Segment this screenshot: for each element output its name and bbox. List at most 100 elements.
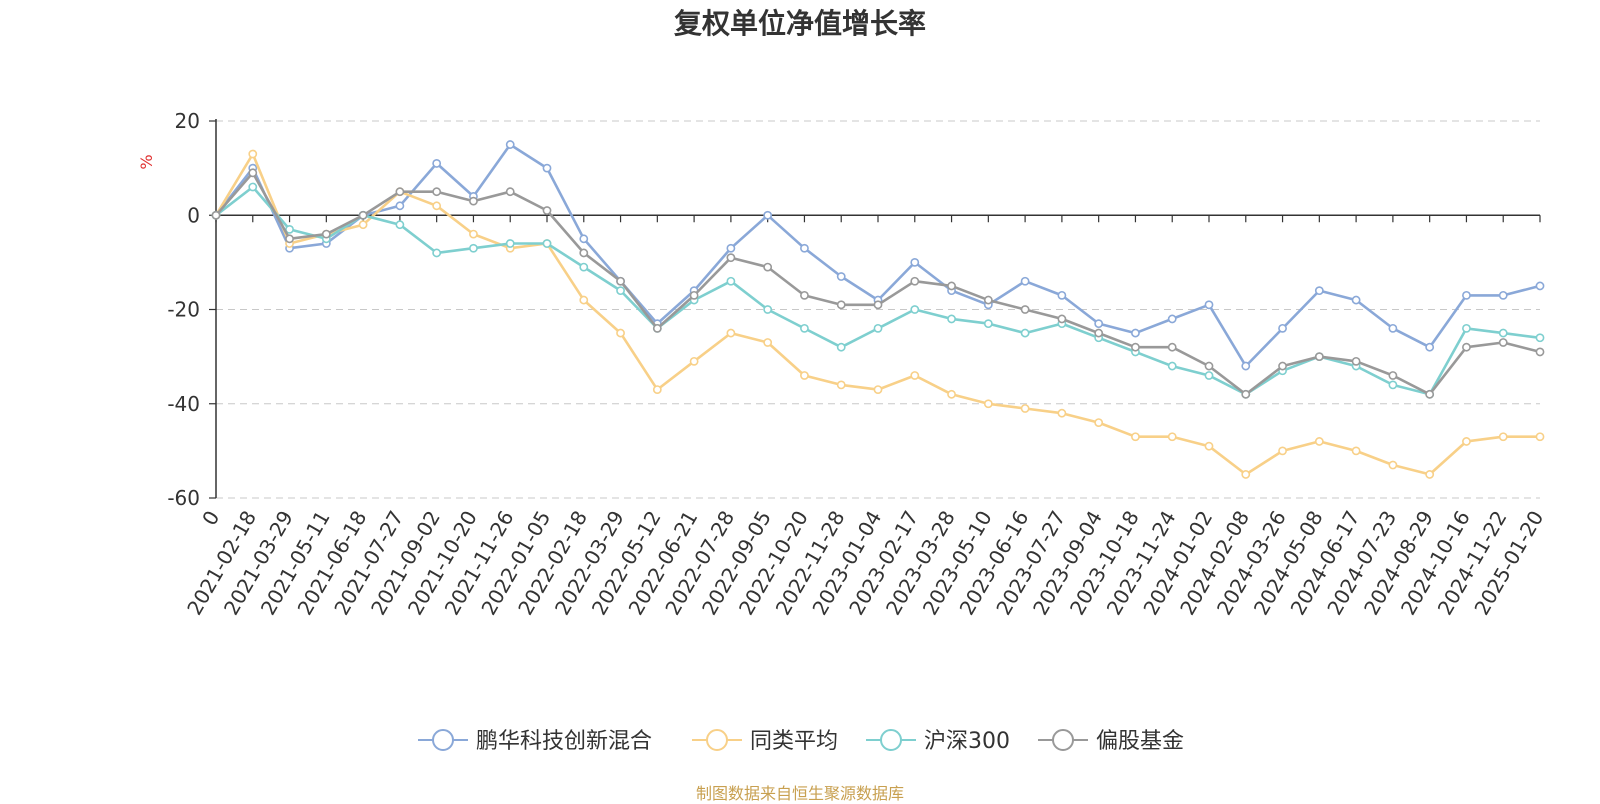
- data-point: [358, 220, 368, 230]
- data-point: [432, 201, 442, 211]
- data-point: [1388, 460, 1398, 470]
- data-point: [1278, 446, 1287, 456]
- data-point: [1241, 361, 1251, 371]
- data-point: [800, 323, 809, 333]
- data-point: [248, 182, 258, 192]
- data-point: [1314, 437, 1324, 446]
- data-point: [211, 210, 221, 220]
- data-point: [505, 239, 515, 248]
- data-point: [395, 220, 405, 230]
- legend-item[interactable]: 偏股基金: [1038, 729, 1184, 754]
- data-point: [542, 239, 552, 248]
- data-point: [1351, 356, 1361, 366]
- data-point: [1020, 305, 1030, 314]
- data-point: [726, 253, 736, 263]
- data-point: [1388, 371, 1398, 380]
- data-point: [836, 342, 846, 352]
- series-layer: [211, 140, 1545, 479]
- data-point: [1241, 470, 1251, 479]
- data-point: [395, 201, 405, 211]
- data-point: [910, 305, 920, 314]
- data-point: [1204, 441, 1214, 451]
- data-point: [1462, 437, 1471, 446]
- data-point: [1057, 290, 1067, 300]
- y-axis-label: %: [137, 154, 156, 169]
- legend-label: 鹏华科技创新混合: [476, 729, 652, 754]
- data-point: [616, 286, 625, 296]
- data-point: [1057, 408, 1067, 418]
- data-point: [321, 229, 331, 239]
- data-point: [1278, 323, 1287, 333]
- data-point: [616, 328, 625, 338]
- grid-lines: [216, 120, 1540, 499]
- data-point: [1498, 328, 1508, 338]
- data-point: [836, 272, 846, 281]
- source-note: 制图数据来自恒生聚源数据库: [695, 784, 904, 803]
- data-point: [947, 281, 956, 291]
- data-point: [579, 234, 589, 244]
- data-point: [469, 229, 478, 239]
- data-point: [652, 385, 662, 395]
- y-tick-label: -40: [167, 392, 200, 416]
- legend-label: 沪深300: [924, 729, 1010, 754]
- series-0: [211, 140, 1545, 371]
- data-point: [542, 206, 552, 215]
- y-tick-label: 0: [187, 203, 200, 227]
- data-point: [1498, 290, 1508, 300]
- data-point: [1388, 323, 1398, 333]
- legend-marker-icon: [432, 729, 454, 751]
- data-point: [689, 356, 699, 366]
- data-point: [763, 338, 773, 347]
- data-point: [1204, 371, 1214, 380]
- data-point: [1314, 352, 1324, 362]
- data-point: [1462, 290, 1471, 300]
- data-point: [1425, 342, 1435, 352]
- data-point: [469, 243, 478, 253]
- data-point: [910, 371, 920, 380]
- data-point: [763, 305, 773, 314]
- data-point: [1241, 389, 1251, 399]
- legend-item[interactable]: 同类平均: [692, 729, 838, 754]
- data-point: [1131, 342, 1140, 352]
- data-point: [579, 262, 589, 272]
- data-point: [947, 314, 956, 324]
- data-point: [1425, 389, 1435, 399]
- y-tick-label: 20: [175, 109, 200, 133]
- data-point: [1094, 319, 1104, 329]
- data-point: [248, 149, 258, 159]
- legend-marker-icon: [1052, 729, 1074, 751]
- data-point: [1535, 333, 1545, 343]
- data-point: [1351, 295, 1361, 305]
- data-point: [910, 257, 920, 267]
- data-point: [1462, 342, 1471, 352]
- data-point: [1535, 347, 1545, 357]
- data-point: [763, 210, 773, 220]
- data-point: [726, 328, 736, 338]
- data-point: [1351, 446, 1361, 456]
- data-point: [432, 159, 442, 168]
- legend-label: 同类平均: [750, 729, 838, 754]
- x-tick-label: 0: [197, 507, 224, 530]
- data-point: [248, 168, 258, 178]
- data-point: [432, 187, 442, 197]
- data-point: [947, 389, 956, 399]
- data-point: [800, 290, 809, 300]
- data-point: [652, 323, 662, 333]
- data-point: [395, 187, 405, 197]
- data-point: [469, 196, 478, 206]
- data-point: [1020, 276, 1030, 286]
- data-point: [1535, 432, 1545, 442]
- legend: 鹏华科技创新混合 同类平均 沪深300 偏股基金: [418, 729, 1184, 754]
- data-point: [285, 234, 294, 244]
- data-point: [1278, 361, 1287, 371]
- data-point: [1167, 432, 1177, 442]
- data-point: [616, 276, 625, 286]
- legend-item[interactable]: 鹏华科技创新混合: [418, 729, 652, 754]
- data-point: [579, 295, 589, 305]
- data-point: [505, 140, 515, 149]
- series-line: [214, 152, 1540, 476]
- data-point: [983, 295, 993, 305]
- data-point: [836, 300, 846, 310]
- legend-item[interactable]: 沪深300: [866, 729, 1010, 754]
- data-point: [726, 243, 736, 253]
